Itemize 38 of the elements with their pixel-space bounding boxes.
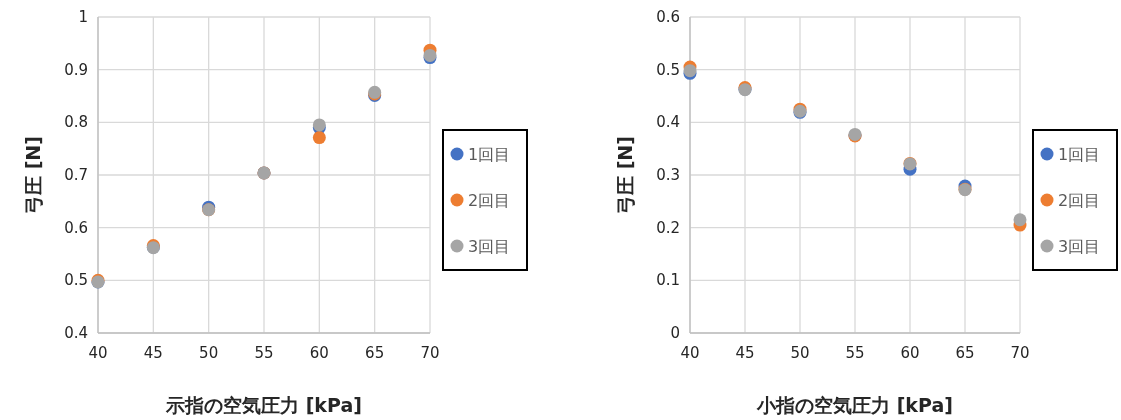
y-axis-title: 弓圧 [N] — [22, 136, 44, 214]
legend-label: 3回目 — [1058, 237, 1101, 256]
x-tick-label: 55 — [254, 344, 274, 362]
y-tick-label: 0.6 — [64, 218, 88, 237]
legend-label: 1回目 — [468, 145, 511, 164]
y-tick-label: 0.9 — [64, 60, 88, 79]
y-tick-label: 0.5 — [656, 60, 680, 79]
legend-label: 3回目 — [468, 237, 511, 256]
y-tick-label: 0.4 — [656, 113, 680, 132]
y-tick-label: 0.1 — [656, 271, 680, 290]
x-tick-label: 60 — [900, 344, 920, 362]
x-tick-label: 60 — [309, 344, 329, 362]
y-tick-label: 0.8 — [64, 113, 88, 132]
x-tick-label: 45 — [143, 344, 163, 362]
x-tick-label: 50 — [790, 344, 810, 362]
x-tick-label: 55 — [845, 344, 865, 362]
legend-label: 2回目 — [468, 191, 511, 210]
x-tick-label: 65 — [955, 344, 975, 362]
x-tick-label: 50 — [199, 344, 219, 362]
x-tick-label: 40 — [88, 344, 108, 362]
x-tick-label: 70 — [1010, 344, 1030, 362]
legend-label: 2回目 — [1058, 191, 1101, 210]
y-tick-label: 1 — [78, 8, 88, 26]
y-tick-label: 0.5 — [64, 271, 88, 290]
y-axis-title: 弓圧 [N] — [614, 136, 636, 214]
x-tick-label: 65 — [365, 344, 385, 362]
legend-label: 1回目 — [1058, 145, 1101, 164]
y-tick-label: 0 — [670, 324, 680, 342]
x-tick-label: 40 — [680, 344, 700, 362]
x-axis-title: 示指の空気圧力 [kPa] — [165, 394, 362, 416]
x-tick-label: 70 — [420, 344, 440, 362]
x-axis-title: 小指の空気圧力 [kPa] — [756, 394, 953, 416]
y-tick-label: 0.3 — [656, 166, 680, 184]
y-tick-label: 0.6 — [656, 8, 680, 26]
y-tick-label: 0.4 — [64, 324, 88, 342]
y-tick-label: 0.2 — [656, 218, 680, 237]
x-tick-label: 45 — [735, 344, 755, 362]
y-tick-label: 0.7 — [64, 166, 88, 184]
